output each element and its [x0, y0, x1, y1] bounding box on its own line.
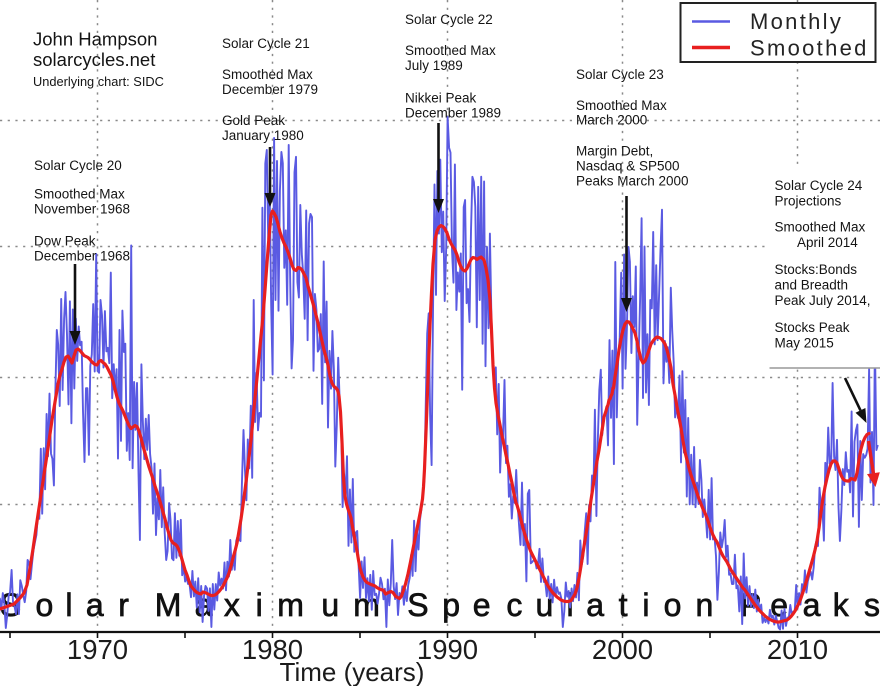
svg-text:solarcycles.net: solarcycles.net — [33, 49, 155, 70]
svg-text:r: r — [118, 587, 129, 623]
svg-text:Solar Cycle 23: Solar Cycle 23 — [576, 67, 664, 82]
svg-text:John Hampson: John Hampson — [33, 29, 157, 50]
svg-text:a: a — [586, 587, 604, 623]
svg-text:April 2014: April 2014 — [797, 235, 858, 250]
svg-text:Smoothed Max: Smoothed Max — [576, 98, 667, 113]
svg-text:July 1989: July 1989 — [405, 58, 463, 73]
svg-text:c: c — [506, 587, 522, 623]
svg-text:Stocks:Bonds: Stocks:Bonds — [775, 262, 858, 277]
svg-text:Peak July 2014,: Peak July 2014, — [775, 293, 871, 308]
svg-text:Time (years): Time (years) — [280, 657, 425, 686]
svg-text:Smoothed Max: Smoothed Max — [405, 43, 496, 58]
svg-text:May 2015: May 2015 — [775, 336, 834, 351]
svg-text:January 1980: January 1980 — [222, 128, 304, 143]
svg-text:Peaks March 2000: Peaks March 2000 — [576, 174, 689, 189]
svg-text:Solar Cycle 24: Solar Cycle 24 — [775, 178, 863, 193]
svg-text:Projections: Projections — [775, 194, 842, 209]
svg-text:x: x — [224, 587, 240, 623]
svg-text:Margin Debt,: Margin Debt, — [576, 144, 653, 159]
svg-text:1990: 1990 — [417, 634, 478, 665]
svg-text:Monthly: Monthly — [750, 9, 843, 34]
svg-text:Gold Peak: Gold Peak — [222, 113, 285, 128]
svg-text:March 2000: March 2000 — [576, 113, 647, 128]
svg-text:Smoothed Max: Smoothed Max — [775, 220, 866, 235]
svg-text:Solar Cycle 22: Solar Cycle 22 — [405, 12, 493, 27]
svg-text:Smoothed: Smoothed — [750, 36, 869, 61]
svg-text:Nikkei Peak: Nikkei Peak — [405, 91, 477, 106]
svg-text:December 1989: December 1989 — [405, 106, 501, 121]
svg-text:November 1968: November 1968 — [34, 202, 130, 217]
svg-text:2000: 2000 — [592, 634, 653, 665]
svg-text:December 1968: December 1968 — [34, 249, 130, 264]
svg-text:a: a — [86, 587, 104, 623]
svg-text:Smoothed Max: Smoothed Max — [34, 187, 125, 202]
svg-text:k: k — [833, 587, 850, 623]
svg-text:o: o — [36, 587, 54, 623]
svg-text:m: m — [277, 587, 304, 623]
svg-text:u: u — [321, 587, 339, 623]
svg-text:1980: 1980 — [242, 634, 303, 665]
svg-text:Solar Cycle 20: Solar Cycle 20 — [34, 158, 122, 173]
svg-text:s: s — [864, 587, 880, 623]
svg-text:i: i — [256, 587, 263, 623]
svg-text:M: M — [155, 587, 182, 623]
svg-text:p: p — [442, 587, 460, 623]
svg-text:S: S — [407, 587, 428, 623]
svg-text:Underlying chart: SIDC: Underlying chart: SIDC — [33, 74, 164, 89]
svg-text:t: t — [619, 587, 628, 623]
svg-text:Stocks Peak: Stocks Peak — [775, 320, 850, 335]
svg-text:2010: 2010 — [767, 634, 828, 665]
svg-text:Dow Peak: Dow Peak — [34, 234, 96, 249]
svg-text:1970: 1970 — [67, 634, 128, 665]
svg-text:a: a — [803, 587, 821, 623]
svg-text:o: o — [664, 587, 682, 623]
svg-text:i: i — [642, 587, 649, 623]
svg-text:and Breadth: and Breadth — [775, 278, 849, 293]
svg-text:Smoothed Max: Smoothed Max — [222, 67, 313, 82]
svg-text:Solar Cycle 21: Solar Cycle 21 — [222, 36, 310, 51]
svg-text:e: e — [473, 587, 491, 623]
svg-text:l: l — [65, 587, 72, 623]
svg-text:December 1979: December 1979 — [222, 82, 318, 97]
svg-text:n: n — [696, 587, 714, 623]
svg-text:Nasdaq & SP500: Nasdaq & SP500 — [576, 159, 680, 174]
